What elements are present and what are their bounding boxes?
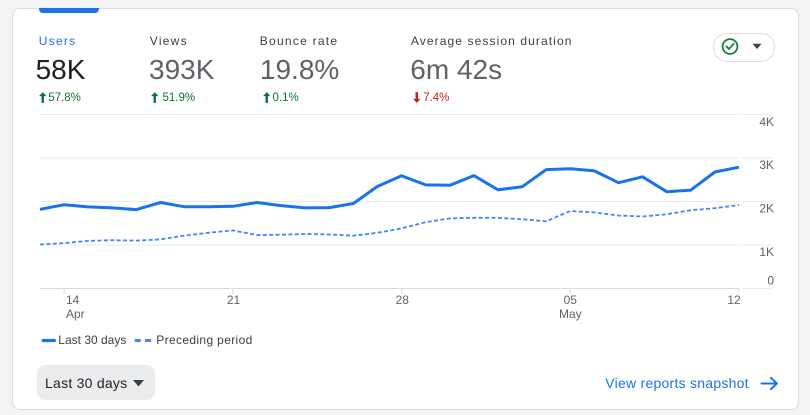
svg-text:14: 14 — [66, 293, 80, 307]
svg-text:May: May — [559, 307, 582, 321]
svg-text:28: 28 — [396, 293, 410, 307]
svg-text:1K: 1K — [759, 245, 774, 259]
svg-text:2K: 2K — [759, 201, 774, 215]
svg-text:Apr: Apr — [66, 307, 85, 321]
svg-text:12: 12 — [727, 293, 741, 307]
svg-text:0: 0 — [767, 274, 774, 288]
svg-text:4K: 4K — [759, 115, 774, 129]
svg-text:05: 05 — [564, 293, 578, 307]
svg-text:21: 21 — [227, 293, 241, 307]
svg-text:3K: 3K — [759, 158, 774, 172]
